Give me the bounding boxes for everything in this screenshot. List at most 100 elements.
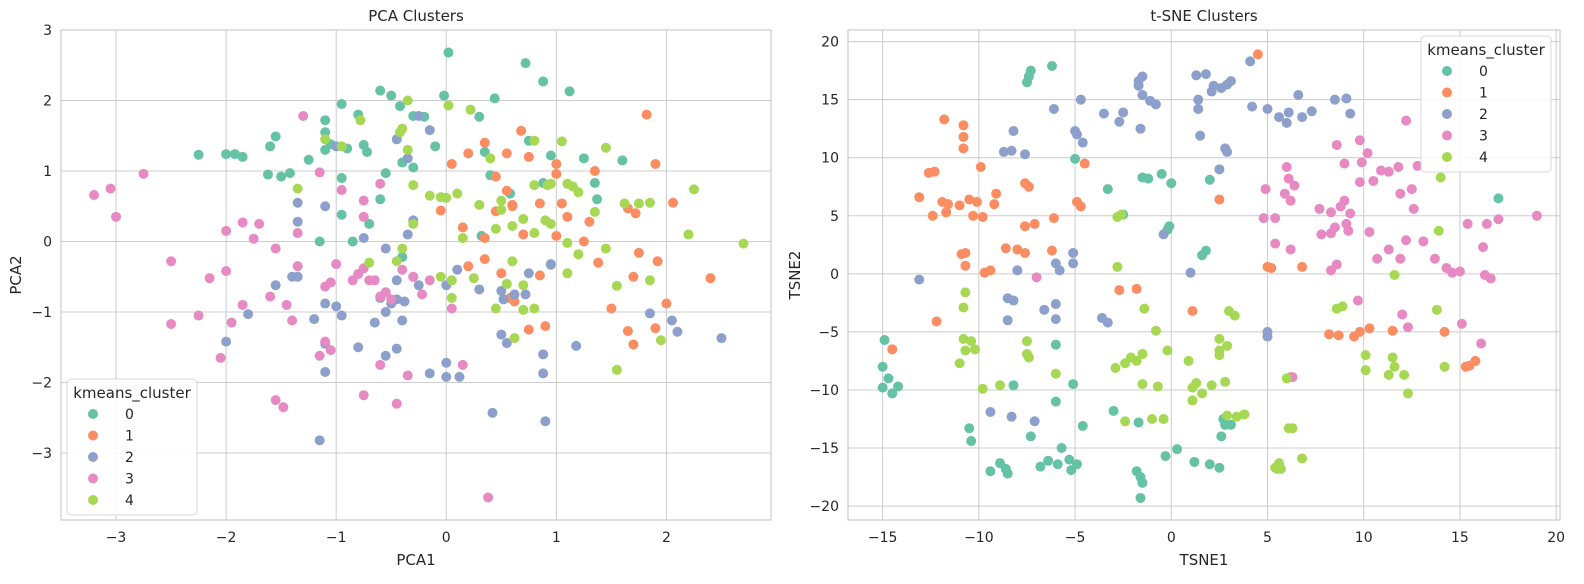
pca-point-cluster-0 bbox=[386, 90, 397, 101]
tsne-y-tick-label: −15 bbox=[809, 441, 839, 457]
tsne-point-cluster-4 bbox=[1360, 350, 1371, 361]
tsne-point-cluster-3 bbox=[1331, 139, 1342, 150]
tsne-point-cluster-2 bbox=[1071, 129, 1082, 140]
tsne-y-tick-label: −5 bbox=[818, 325, 839, 341]
pca-point-cluster-2 bbox=[452, 264, 463, 275]
pca-point-cluster-0 bbox=[229, 149, 240, 160]
pca-point-cluster-0 bbox=[270, 131, 281, 142]
tsne-point-cluster-2 bbox=[998, 146, 1009, 157]
pca-point-cluster-0 bbox=[347, 236, 358, 247]
tsne-point-cluster-0 bbox=[893, 381, 904, 392]
pca-legend-label-3: 3 bbox=[125, 472, 134, 488]
pca-point-cluster-4 bbox=[496, 204, 507, 215]
pca-point-cluster-1 bbox=[501, 148, 512, 159]
pca-point-cluster-0 bbox=[564, 86, 575, 97]
pca-chart-title: PCA Clusters bbox=[368, 7, 464, 25]
tsne-point-cluster-3 bbox=[1408, 203, 1419, 214]
tsne-point-cluster-1 bbox=[887, 344, 898, 355]
pca-point-cluster-4 bbox=[529, 228, 540, 239]
pca-point-cluster-1 bbox=[457, 222, 468, 233]
pca-point-cluster-3 bbox=[336, 185, 347, 196]
tsne-point-cluster-2 bbox=[1345, 108, 1356, 119]
tsne-point-cluster-2 bbox=[1012, 265, 1023, 276]
tsne-point-cluster-4 bbox=[1387, 352, 1398, 363]
pca-point-cluster-3 bbox=[424, 275, 435, 286]
tsne-point-cluster-1 bbox=[960, 247, 971, 258]
tsne-point-cluster-1 bbox=[989, 199, 1000, 210]
pca-point-cluster-4 bbox=[320, 134, 331, 145]
pca-point-cluster-4 bbox=[336, 141, 347, 152]
pca-y-tick-label: 3 bbox=[43, 23, 52, 39]
pca-point-cluster-0 bbox=[408, 162, 419, 173]
pca-point-cluster-0 bbox=[221, 149, 232, 160]
tsne-point-cluster-3 bbox=[1270, 213, 1281, 224]
pca-point-cluster-1 bbox=[479, 254, 490, 265]
pca-point-cluster-1 bbox=[562, 211, 573, 222]
pca-y-tick-label: −2 bbox=[31, 376, 52, 392]
tsne-point-cluster-1 bbox=[929, 166, 940, 177]
pca-point-cluster-0 bbox=[375, 85, 386, 96]
tsne-point-cluster-3 bbox=[1429, 253, 1440, 264]
tsne-point-cluster-2 bbox=[1137, 90, 1148, 101]
tsne-point-cluster-0 bbox=[1216, 431, 1227, 442]
tsne-point-cluster-2 bbox=[1114, 116, 1125, 127]
tsne-point-cluster-3 bbox=[1270, 238, 1281, 249]
pca-x-tick-label: −3 bbox=[106, 530, 127, 546]
pca-x-tick-label: −1 bbox=[326, 530, 347, 546]
pca-point-cluster-1 bbox=[622, 326, 633, 337]
pca-point-cluster-1 bbox=[551, 168, 562, 179]
tsne-point-cluster-3 bbox=[1283, 173, 1294, 184]
pca-point-cluster-3 bbox=[265, 291, 276, 302]
tsne-point-cluster-2 bbox=[1006, 145, 1017, 156]
tsne-point-cluster-0 bbox=[877, 361, 888, 372]
pca-legend: kmeans_cluster 0 1 2 3 4 bbox=[66, 378, 198, 516]
pca-point-cluster-4 bbox=[446, 292, 457, 303]
pca-point-cluster-0 bbox=[380, 168, 391, 179]
pca-panel: −3 −2 −1 0 1 2 −3 −2 −1 0 1 2 3 PCA Clusters PCA1 PCA2 k… bbox=[7, 7, 772, 569]
pca-point-cluster-4 bbox=[529, 180, 540, 191]
tsne-point-cluster-4 bbox=[1150, 325, 1161, 336]
tsne-point-cluster-4 bbox=[1191, 377, 1202, 388]
tsne-point-cluster-4 bbox=[1239, 409, 1250, 420]
tsne-x-axis-label: TSNE1 bbox=[1179, 551, 1229, 569]
pca-point-cluster-2 bbox=[358, 232, 369, 243]
tsne-point-cluster-0 bbox=[1143, 173, 1154, 184]
pca-point-cluster-2 bbox=[487, 407, 498, 418]
tsne-point-cluster-0 bbox=[1046, 60, 1057, 71]
pca-point-cluster-4 bbox=[573, 187, 584, 198]
tsne-point-cluster-1 bbox=[931, 316, 942, 327]
tsne-point-cluster-0 bbox=[1068, 379, 1079, 390]
pca-point-cluster-4 bbox=[402, 95, 413, 106]
tsne-legend-label-2: 2 bbox=[1479, 107, 1488, 123]
tsne-legend-title: kmeans_cluster bbox=[1427, 41, 1545, 60]
tsne-point-cluster-3 bbox=[1356, 157, 1367, 168]
tsne-point-cluster-2 bbox=[1262, 331, 1273, 342]
pca-x-tick-label: 1 bbox=[552, 530, 561, 546]
pca-point-cluster-4 bbox=[529, 135, 540, 146]
tsne-point-cluster-3 bbox=[1478, 242, 1489, 253]
tsne-point-cluster-3 bbox=[1279, 188, 1290, 199]
tsne-point-cluster-1 bbox=[1023, 181, 1034, 192]
tsne-point-cluster-3 bbox=[1281, 162, 1292, 173]
pca-point-cluster-4 bbox=[292, 183, 303, 194]
tsne-point-cluster-3 bbox=[1031, 272, 1042, 283]
tsne-point-cluster-3 bbox=[1345, 208, 1356, 219]
tsne-point-cluster-0 bbox=[1160, 451, 1171, 462]
tsne-point-cluster-4 bbox=[1431, 304, 1442, 315]
tsne-point-cluster-1 bbox=[1214, 194, 1225, 205]
pca-point-cluster-2 bbox=[243, 309, 254, 320]
tsne-x-tick-label: 20 bbox=[1547, 530, 1565, 546]
pca-point-cluster-2 bbox=[496, 329, 507, 340]
pca-point-cluster-3 bbox=[320, 336, 331, 347]
tsne-point-cluster-3 bbox=[1343, 225, 1354, 236]
tsne-point-cluster-4 bbox=[1162, 345, 1173, 356]
tsne-point-cluster-0 bbox=[1493, 193, 1504, 204]
tsne-point-cluster-1 bbox=[1252, 49, 1263, 60]
pca-point-cluster-2 bbox=[540, 416, 551, 427]
tsne-point-cluster-2 bbox=[1150, 99, 1161, 110]
tsne-x-tick-label: −5 bbox=[1065, 530, 1086, 546]
pca-legend-label-0: 0 bbox=[125, 407, 134, 423]
pca-point-cluster-3 bbox=[292, 261, 303, 272]
pca-legend-marker-3 bbox=[88, 473, 98, 484]
tsne-point-cluster-1 bbox=[954, 200, 965, 211]
